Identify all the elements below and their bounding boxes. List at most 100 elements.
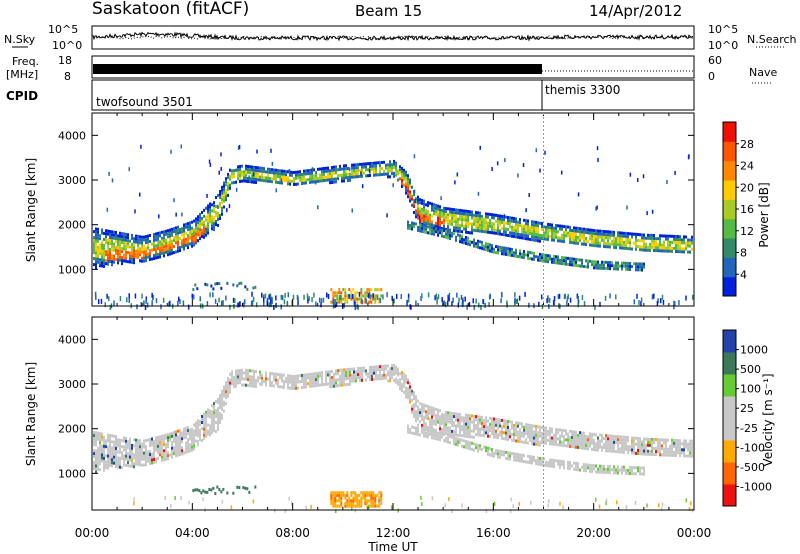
freq-tick-bottom: 8 xyxy=(64,70,71,83)
echo-cell xyxy=(475,229,477,233)
echo-cell xyxy=(401,185,403,188)
echo-cell xyxy=(499,421,501,425)
echo-cell xyxy=(463,425,465,429)
echo-cell xyxy=(201,235,203,238)
echo-cell xyxy=(439,415,441,419)
echo-cell xyxy=(505,419,507,423)
echo-cell xyxy=(633,241,635,245)
echo-cell xyxy=(435,407,437,411)
echo-cell xyxy=(679,250,681,254)
echo-cell xyxy=(219,190,221,193)
echo-cell xyxy=(243,383,245,387)
echo-cell xyxy=(243,179,245,183)
echo-cell xyxy=(461,434,463,438)
echo-cell xyxy=(271,180,273,184)
echo-cell xyxy=(143,250,145,254)
echo-cell xyxy=(545,234,547,238)
echo-cell xyxy=(107,241,109,245)
echo-cell xyxy=(161,437,163,441)
echo-cell xyxy=(563,240,565,244)
echo-cell xyxy=(135,456,137,460)
echo-cell xyxy=(202,489,205,493)
echo-cell xyxy=(201,229,203,232)
echo-cell xyxy=(209,202,211,206)
echo-cell xyxy=(429,420,431,424)
echo-cell xyxy=(597,439,599,443)
echo-cell xyxy=(383,373,385,377)
echo-cell xyxy=(152,295,154,301)
echo-cell xyxy=(465,413,467,417)
echo-cell xyxy=(261,175,263,179)
echo-cell xyxy=(517,433,519,437)
echo-cell xyxy=(317,380,319,384)
echo-cell xyxy=(117,249,119,253)
echo-cell xyxy=(209,412,211,416)
echo-cell xyxy=(362,294,365,298)
echo-cell xyxy=(429,417,431,421)
echo-cell xyxy=(173,446,175,450)
echo-cell xyxy=(660,507,663,512)
echo-cell xyxy=(151,257,153,261)
echo-cell xyxy=(423,214,425,218)
echo-cell xyxy=(621,264,623,268)
echo-cell xyxy=(395,170,397,174)
echo-cell xyxy=(361,366,363,370)
echo-cell xyxy=(275,177,277,181)
echo-cell xyxy=(445,426,447,430)
echo-cell xyxy=(271,168,273,172)
echo-cell xyxy=(439,435,441,439)
echo-cell xyxy=(337,378,339,382)
echo-cell xyxy=(449,441,451,444)
echo-cell xyxy=(305,379,307,383)
echo-cell xyxy=(615,240,617,244)
echo-cell xyxy=(238,144,241,149)
echo-cell xyxy=(529,500,532,505)
echo-cell xyxy=(465,419,467,423)
echo-cell xyxy=(449,417,451,421)
echo-cell xyxy=(462,299,464,305)
echo-cell xyxy=(597,448,599,452)
echo-cell xyxy=(436,299,438,305)
echo-cell xyxy=(375,167,377,171)
echo-cell xyxy=(201,223,203,226)
echo-cell xyxy=(427,225,429,229)
echo-cell xyxy=(569,237,571,241)
echo-cell xyxy=(441,431,443,434)
echo-cell xyxy=(277,181,279,184)
echo-cell xyxy=(99,459,101,463)
echo-cell xyxy=(139,247,141,251)
echo-cell xyxy=(315,372,317,376)
echo-cell xyxy=(157,447,159,451)
echo-cell xyxy=(573,232,575,236)
echo-cell xyxy=(597,244,599,248)
echo-cell xyxy=(111,178,114,183)
echo-cell xyxy=(191,238,193,242)
echo-cell xyxy=(199,432,201,436)
echo-cell xyxy=(531,220,533,224)
echo-cell xyxy=(653,447,655,450)
echo-cell xyxy=(569,225,571,229)
echo-cell xyxy=(495,449,497,453)
echo-cell xyxy=(417,405,419,409)
echo-cell xyxy=(575,226,577,230)
echo-cell xyxy=(327,175,329,179)
echo-cell xyxy=(560,170,563,175)
echo-cell xyxy=(221,392,223,396)
echo-cell xyxy=(553,232,555,236)
echo-cell xyxy=(465,221,467,225)
echo-cell xyxy=(417,429,419,433)
echo-cell xyxy=(633,445,635,449)
echo-cell xyxy=(339,368,341,372)
echo-cell xyxy=(377,374,379,378)
echo-cell xyxy=(553,300,555,306)
echo-cell xyxy=(417,195,419,199)
echo-cell xyxy=(385,373,387,377)
echo-cell xyxy=(187,438,189,442)
echo-cell xyxy=(533,220,535,224)
echo-cell xyxy=(631,439,633,443)
echo-cell xyxy=(223,205,225,209)
echo-cell xyxy=(205,410,207,414)
echo-cell xyxy=(649,437,651,441)
echo-cell xyxy=(219,418,221,421)
echo-cell xyxy=(275,302,277,308)
